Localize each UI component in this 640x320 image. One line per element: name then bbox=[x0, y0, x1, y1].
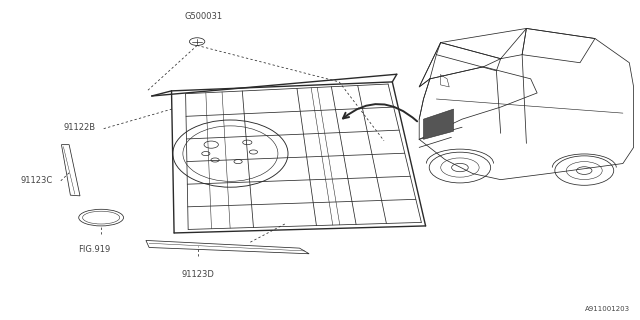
Polygon shape bbox=[424, 109, 454, 139]
Text: 91123D: 91123D bbox=[182, 270, 215, 279]
Text: G500031: G500031 bbox=[184, 12, 223, 21]
Text: 91122B: 91122B bbox=[64, 124, 96, 132]
Text: A911001203: A911001203 bbox=[585, 306, 630, 312]
Text: 91123C: 91123C bbox=[20, 176, 52, 185]
Text: FIG.919: FIG.919 bbox=[79, 245, 111, 254]
